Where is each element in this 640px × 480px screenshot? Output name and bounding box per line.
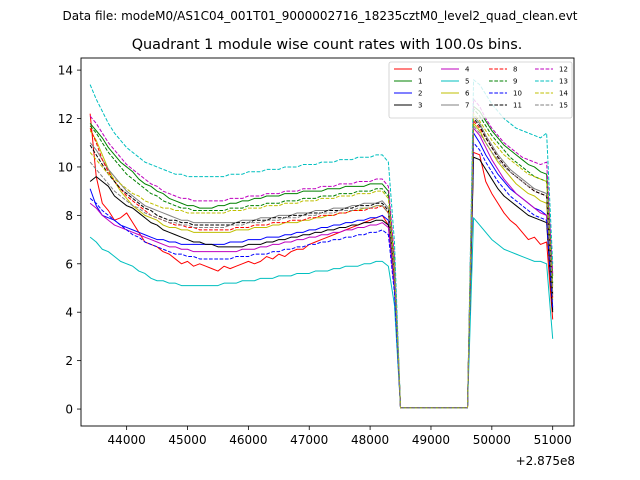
y-tick-label: 6	[65, 257, 73, 271]
series-line-12	[89, 98, 554, 409]
series-line-9	[89, 108, 554, 409]
chart-suptitle: Data file: modeM0/AS1C04_001T01_90000027…	[62, 9, 577, 23]
x-tick-label: 49000	[412, 433, 450, 447]
x-axis-offset: +2.875e8	[516, 454, 575, 468]
legend-label-6: 6	[465, 90, 470, 98]
legend-label-2: 2	[418, 90, 422, 98]
legend-label-9: 9	[513, 78, 517, 86]
legend-label-5: 5	[465, 78, 469, 86]
series-line-1	[89, 105, 554, 409]
legend-frame	[388, 61, 573, 119]
legend-label-3: 3	[418, 102, 422, 110]
y-tick-label: 0	[65, 403, 73, 417]
y-tick-label: 2	[65, 354, 73, 368]
chart-title: Quadrant 1 module wise count rates with …	[132, 37, 523, 53]
series-line-8	[89, 120, 554, 409]
legend-label-12: 12	[559, 66, 568, 74]
x-tick-label: 45000	[168, 433, 206, 447]
y-tick-label: 4	[65, 306, 73, 320]
legend-label-11: 11	[513, 102, 522, 110]
y-tick-label: 12	[58, 112, 73, 126]
series-line-2	[89, 132, 554, 409]
legend-label-13: 13	[559, 78, 568, 86]
y-tick-label: 8	[65, 209, 73, 223]
y-axis: 0 2 4 6 8 10 12 14	[58, 64, 81, 417]
legend-label-1: 1	[418, 78, 422, 86]
x-tick-label: 50000	[473, 433, 511, 447]
legend-label-15: 15	[559, 102, 568, 110]
series-line-4	[89, 127, 554, 409]
series-line-7	[89, 115, 554, 409]
legend-label-7: 7	[465, 102, 469, 110]
legend-label-10: 10	[513, 90, 522, 98]
series-line-15	[89, 125, 554, 409]
x-tick-label: 44000	[108, 433, 146, 447]
x-tick-label: 51000	[534, 433, 572, 447]
x-tick-label: 48000	[351, 433, 389, 447]
plot-lines	[89, 79, 554, 409]
x-tick-label: 47000	[290, 433, 328, 447]
series-line-13	[89, 79, 554, 409]
series-line-3	[89, 156, 554, 409]
series-line-6	[89, 122, 554, 409]
series-line-5	[89, 217, 554, 409]
x-tick-label: 46000	[229, 433, 267, 447]
legend-label-4: 4	[465, 66, 470, 74]
y-tick-label: 14	[58, 64, 73, 78]
y-tick-label: 10	[58, 160, 73, 174]
x-axis: 44000 45000 46000 47000 48000 49000 50000 51000	[108, 426, 572, 447]
axes-frame	[80, 57, 575, 427]
series-line-0	[89, 113, 554, 409]
legend-label-14: 14	[559, 90, 568, 98]
legend-label-0: 0	[418, 66, 422, 74]
legend-label-8: 8	[513, 66, 517, 74]
series-line-10	[89, 142, 554, 409]
